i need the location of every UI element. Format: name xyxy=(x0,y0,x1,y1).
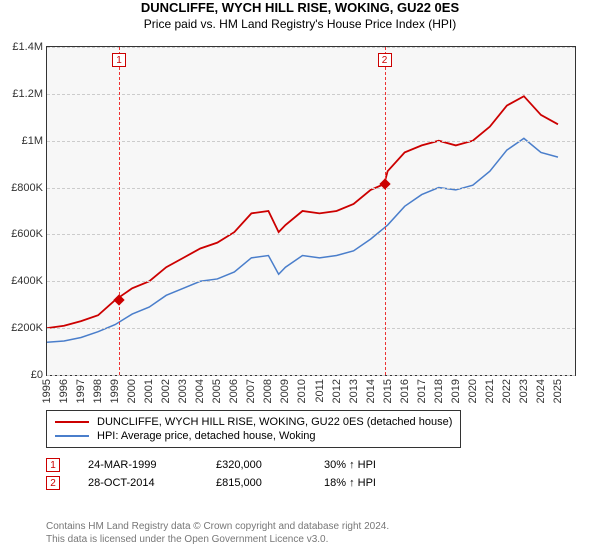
series-line xyxy=(47,138,558,342)
chart-legend: DUNCLIFFE, WYCH HILL RISE, WOKING, GU22 … xyxy=(46,410,461,448)
footer-attribution: Contains HM Land Registry data © Crown c… xyxy=(46,520,576,546)
x-axis-label: 2011 xyxy=(314,379,326,403)
x-axis-label: 2006 xyxy=(228,379,240,403)
gridline xyxy=(47,375,575,376)
event-line xyxy=(119,47,120,375)
y-axis-label: £1.2M xyxy=(12,88,43,100)
event-marker-box: 1 xyxy=(112,53,126,67)
gridline xyxy=(47,141,575,142)
series-line xyxy=(47,96,558,328)
x-axis-label: 1995 xyxy=(41,379,53,403)
x-axis-label: 2001 xyxy=(143,379,155,403)
y-axis-label: £1M xyxy=(22,135,43,147)
event-date: 24-MAR-1999 xyxy=(88,459,188,471)
event-number: 1 xyxy=(46,458,60,472)
x-axis-label: 2007 xyxy=(245,379,257,403)
footer-line-1: Contains HM Land Registry data © Crown c… xyxy=(46,521,389,532)
y-axis-label: £1.4M xyxy=(12,41,43,53)
event-marker-box: 2 xyxy=(378,53,392,67)
x-axis-label: 2016 xyxy=(399,379,411,403)
x-axis-label: 2024 xyxy=(535,379,547,403)
x-axis-label: 2020 xyxy=(467,379,479,403)
event-delta: 18% ↑ HPI xyxy=(324,477,376,489)
x-axis-label: 2025 xyxy=(552,379,564,403)
gridline xyxy=(47,188,575,189)
x-axis-label: 2014 xyxy=(365,379,377,403)
legend-label: DUNCLIFFE, WYCH HILL RISE, WOKING, GU22 … xyxy=(97,416,452,428)
x-axis-label: 1997 xyxy=(75,379,87,403)
gridline xyxy=(47,94,575,95)
gridline xyxy=(47,328,575,329)
x-axis-label: 2004 xyxy=(194,379,206,403)
x-axis-label: 2021 xyxy=(484,379,496,403)
x-axis-label: 2000 xyxy=(126,379,138,403)
legend-row: HPI: Average price, detached house, Woki… xyxy=(55,429,452,443)
chart-svg xyxy=(47,47,575,375)
legend-swatch xyxy=(55,421,89,423)
x-axis-label: 2013 xyxy=(348,379,360,403)
y-axis-label: £400K xyxy=(11,275,43,287)
x-axis-label: 2005 xyxy=(211,379,223,403)
x-axis-label: 2019 xyxy=(450,379,462,403)
x-axis-label: 2002 xyxy=(160,379,172,403)
price-chart: £0£200K£400K£600K£800K£1M£1.2M£1.4M19951… xyxy=(46,46,576,376)
event-line xyxy=(385,47,386,375)
x-axis-label: 2012 xyxy=(331,379,343,403)
gridline xyxy=(47,234,575,235)
x-axis-label: 2015 xyxy=(382,379,394,403)
gridline xyxy=(47,47,575,48)
footer-line-2: This data is licensed under the Open Gov… xyxy=(46,534,328,545)
legend-row: DUNCLIFFE, WYCH HILL RISE, WOKING, GU22 … xyxy=(55,415,452,429)
event-delta: 30% ↑ HPI xyxy=(324,459,376,471)
chart-subtitle: Price paid vs. HM Land Registry's House … xyxy=(0,17,600,31)
event-table: 1 24-MAR-1999 £320,000 30% ↑ HPI 2 28-OCT-201… xyxy=(46,458,376,494)
y-axis-label: £200K xyxy=(11,322,43,334)
event-number: 2 xyxy=(46,476,60,490)
x-axis-label: 1996 xyxy=(58,379,70,403)
x-axis-label: 2022 xyxy=(501,379,513,403)
x-axis-label: 2009 xyxy=(279,379,291,403)
chart-title: DUNCLIFFE, WYCH HILL RISE, WOKING, GU22 … xyxy=(0,0,600,15)
x-axis-label: 2003 xyxy=(177,379,189,403)
event-price: £815,000 xyxy=(216,477,296,489)
x-axis-label: 2017 xyxy=(416,379,428,403)
event-date: 28-OCT-2014 xyxy=(88,477,188,489)
event-price: £320,000 xyxy=(216,459,296,471)
x-axis-label: 1999 xyxy=(109,379,121,403)
legend-label: HPI: Average price, detached house, Woki… xyxy=(97,430,316,442)
y-axis-label: £800K xyxy=(11,182,43,194)
x-axis-label: 2018 xyxy=(433,379,445,403)
legend-swatch xyxy=(55,435,89,437)
x-axis-label: 2010 xyxy=(296,379,308,403)
x-axis-label: 1998 xyxy=(92,379,104,403)
event-row: 1 24-MAR-1999 £320,000 30% ↑ HPI xyxy=(46,458,376,472)
event-row: 2 28-OCT-2014 £815,000 18% ↑ HPI xyxy=(46,476,376,490)
x-axis-label: 2008 xyxy=(262,379,274,403)
x-axis-label: 2023 xyxy=(518,379,530,403)
gridline xyxy=(47,281,575,282)
y-axis-label: £600K xyxy=(11,228,43,240)
